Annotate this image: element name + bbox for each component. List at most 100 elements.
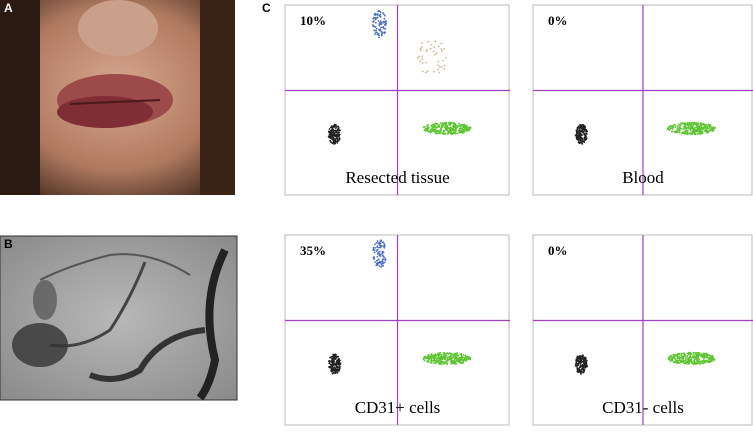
event-dot bbox=[702, 359, 705, 362]
event-dot bbox=[444, 126, 447, 129]
event-dot bbox=[378, 34, 381, 37]
event-dot bbox=[709, 124, 712, 127]
event-dot bbox=[425, 61, 428, 64]
event-dot bbox=[330, 133, 333, 136]
event-dot bbox=[682, 128, 684, 131]
event-dot bbox=[378, 253, 381, 255]
event-dot bbox=[440, 123, 443, 126]
event-dot bbox=[338, 364, 340, 366]
event-dot bbox=[379, 245, 382, 248]
event-dot bbox=[580, 372, 582, 375]
event-dot bbox=[702, 354, 705, 357]
event-dot bbox=[699, 362, 702, 365]
event-dot bbox=[578, 137, 581, 140]
event-dot bbox=[438, 363, 440, 365]
event-dot bbox=[575, 129, 578, 132]
event-dot bbox=[705, 353, 708, 355]
event-dot bbox=[696, 128, 698, 131]
event-dot bbox=[436, 132, 439, 134]
event-dot bbox=[461, 361, 463, 364]
event-dot bbox=[448, 129, 451, 132]
event-dot bbox=[379, 20, 382, 23]
event-dot bbox=[434, 40, 437, 43]
flow-plot: 0% Blood bbox=[532, 4, 753, 196]
event-dot bbox=[427, 360, 430, 363]
event-dot bbox=[377, 242, 379, 244]
event-dot bbox=[584, 366, 587, 369]
event-dot bbox=[676, 355, 679, 358]
event-dot bbox=[331, 357, 333, 360]
event-dot bbox=[434, 357, 437, 359]
event-dot bbox=[441, 50, 444, 53]
event-dot bbox=[673, 353, 676, 356]
event-dot bbox=[439, 130, 442, 132]
flow-plot: 35% CD31+ cells bbox=[284, 234, 510, 426]
event-dot bbox=[382, 264, 384, 267]
event-dot bbox=[446, 357, 449, 359]
event-dot bbox=[672, 357, 674, 359]
event-dot bbox=[428, 355, 431, 358]
event-dot bbox=[709, 358, 712, 361]
event-dot bbox=[425, 128, 428, 131]
event-dot bbox=[695, 359, 698, 362]
event-dot bbox=[383, 17, 386, 20]
event-dot bbox=[372, 256, 375, 259]
event-dot bbox=[690, 127, 693, 130]
event-dot bbox=[434, 355, 437, 358]
event-dot bbox=[700, 132, 703, 135]
event-dot bbox=[432, 124, 435, 126]
event-dot bbox=[381, 254, 384, 257]
event-dot bbox=[694, 357, 697, 360]
event-dot bbox=[378, 36, 380, 39]
event-dot bbox=[576, 358, 578, 361]
event-dot bbox=[378, 264, 381, 267]
event-dot bbox=[446, 362, 448, 365]
event-dot bbox=[674, 354, 677, 357]
event-dot bbox=[443, 64, 446, 67]
event-dot bbox=[334, 129, 337, 132]
panel-label: A bbox=[4, 1, 13, 15]
event-dot bbox=[432, 50, 435, 53]
event-dot bbox=[695, 122, 698, 125]
event-dot bbox=[694, 361, 697, 364]
event-dot bbox=[329, 130, 332, 133]
event-dot bbox=[440, 353, 443, 356]
event-dot bbox=[689, 125, 692, 128]
event-dot bbox=[328, 128, 331, 130]
event-dot bbox=[681, 122, 684, 124]
event-dot bbox=[376, 253, 379, 255]
event-dot bbox=[457, 354, 460, 357]
event-dot bbox=[329, 139, 332, 142]
event-dot bbox=[712, 128, 715, 131]
event-dot bbox=[427, 40, 430, 43]
event-dot bbox=[707, 360, 709, 362]
event-dot bbox=[432, 356, 434, 359]
flow-plot: 0% CD31- cells bbox=[532, 234, 753, 426]
event-dot bbox=[440, 127, 442, 130]
event-dot bbox=[383, 246, 386, 249]
event-dot bbox=[337, 355, 340, 358]
event-dot bbox=[439, 361, 442, 364]
event-dot bbox=[714, 126, 717, 129]
event-dot bbox=[704, 352, 707, 355]
event-dot bbox=[576, 128, 579, 131]
event-dot bbox=[680, 127, 682, 130]
event-dot bbox=[382, 25, 385, 28]
event-dot bbox=[381, 252, 384, 255]
event-dot bbox=[430, 128, 433, 131]
event-dot bbox=[431, 359, 434, 362]
event-dot bbox=[426, 355, 429, 358]
event-dot bbox=[707, 123, 710, 126]
event-dot bbox=[576, 365, 578, 368]
event-dot bbox=[457, 125, 460, 128]
event-dot bbox=[692, 132, 695, 135]
event-dot bbox=[444, 362, 446, 364]
event-dot bbox=[693, 355, 696, 358]
event-dot bbox=[429, 47, 432, 50]
event-dot bbox=[419, 60, 421, 63]
event-dot bbox=[437, 131, 440, 134]
panel-label: B bbox=[4, 237, 13, 251]
event-dot bbox=[669, 360, 672, 363]
event-dot bbox=[439, 131, 442, 134]
event-dot bbox=[676, 131, 679, 134]
